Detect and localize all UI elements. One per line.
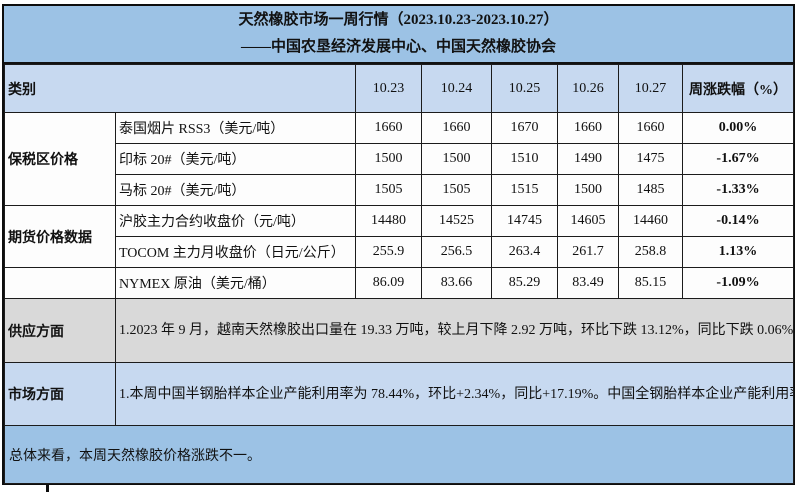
table-row: TOCOM 主力月收盘价（日元/公斤） 255.9 256.5 263.4 26… — [5, 236, 794, 268]
weekly-change-cell: 0.00% — [682, 112, 794, 144]
value-cell: 85.29 — [491, 267, 558, 299]
price-table: 类别 10.23 10.24 10.25 10.26 10.27 周涨跌幅（%）… — [4, 64, 794, 484]
table-row: 印标 20#（美元/吨） 1500 1500 1510 1490 1475 -1… — [5, 143, 794, 175]
item-label: 马标 20#（美元/吨） — [115, 174, 356, 206]
market-section-row: 市场方面 1.本周中国半钢胎样本企业产能利用率为 78.44%，环比+2.34%… — [4, 362, 794, 426]
value-cell: 261.7 — [557, 236, 619, 268]
table-row: 期货价格数据 沪胶主力合约收盘价（元/吨） 14480 14525 14745 … — [4, 205, 794, 268]
weekly-change-cell: -0.14% — [682, 205, 794, 237]
value-cell: 86.09 — [355, 267, 422, 299]
value-cell: 14525 — [421, 205, 492, 237]
value-cell: 1660 — [355, 112, 422, 144]
market-section-label: 市场方面 — [4, 362, 116, 426]
page-edge-tick-mark — [46, 485, 49, 492]
value-cell: 83.66 — [421, 267, 492, 299]
date-header-cell: 10.26 — [557, 64, 619, 113]
item-label: 沪胶主力合约收盘价（元/吨） — [115, 205, 356, 237]
overall-summary-row: 总体来看，本周天然橡胶价格涨跌不一。 — [4, 425, 794, 484]
value-cell: 1660 — [557, 112, 619, 144]
item-label: NYMEX 原油（美元/桶） — [115, 267, 356, 299]
value-cell: 1660 — [618, 112, 683, 144]
value-cell: 1510 — [491, 143, 558, 175]
report-title-line2: ——中国农垦经济发展中心、中国天然橡胶协会 — [240, 39, 556, 55]
value-cell: 14460 — [618, 205, 683, 237]
table-row: 马标 20#（美元/吨） 1505 1505 1515 1500 1485 -1… — [5, 174, 794, 206]
value-cell: 1515 — [491, 174, 558, 206]
value-cell: 256.5 — [421, 236, 492, 268]
item-label: 印标 20#（美元/吨） — [115, 143, 356, 175]
empty-group-cell — [4, 267, 116, 299]
weekly-change-cell: -1.33% — [682, 174, 794, 206]
item-label: TOCOM 主力月收盘价（日元/公斤） — [115, 236, 356, 268]
value-cell: 1475 — [618, 143, 683, 175]
group-label-bonded-area: 保税区价格 — [4, 112, 116, 206]
value-cell: 1490 — [557, 143, 619, 175]
weekly-change-cell: 1.13% — [682, 236, 794, 268]
date-header-cell: 10.25 — [491, 64, 558, 113]
value-cell: 1505 — [421, 174, 492, 206]
report-title-block: 天然橡胶市场一周行情（2023.10.23-2023.10.27） ——中国农垦… — [4, 6, 793, 64]
rubber-market-weekly-report: 天然橡胶市场一周行情（2023.10.23-2023.10.27） ——中国农垦… — [2, 4, 795, 485]
value-cell: 1485 — [618, 174, 683, 206]
weekly-change-cell: -1.09% — [682, 267, 794, 299]
value-cell: 85.15 — [618, 267, 683, 299]
overall-summary-text: 总体来看，本周天然橡胶价格涨跌不一。 — [4, 425, 794, 484]
date-header-cell: 10.24 — [421, 64, 492, 113]
value-cell: 14745 — [491, 205, 558, 237]
date-header-cell: 10.27 — [618, 64, 683, 113]
supply-section-label: 供应方面 — [4, 298, 116, 363]
value-cell: 14605 — [557, 205, 619, 237]
supply-section-row: 供应方面 1.2023 年 9 月，越南天然橡胶出口量在 19.33 万吨，较上… — [4, 298, 794, 363]
market-section-text: 1.本周中国半钢胎样本企业产能利用率为 78.44%，环比+2.34%，同比+1… — [115, 362, 794, 426]
value-cell: 1500 — [421, 143, 492, 175]
table-row: 保税区价格 泰国烟片 RSS3（美元/吨） 1660 1660 1670 166… — [4, 112, 794, 206]
value-cell: 14480 — [355, 205, 422, 237]
value-cell: 83.49 — [557, 267, 619, 299]
item-label: 泰国烟片 RSS3（美元/吨） — [115, 112, 356, 144]
value-cell: 1660 — [421, 112, 492, 144]
supply-section-text: 1.2023 年 9 月，越南天然橡胶出口量在 19.33 万吨，较上月下降 2… — [115, 298, 794, 363]
value-cell: 263.4 — [491, 236, 558, 268]
table-row: NYMEX 原油（美元/桶） 86.09 83.66 85.29 83.49 8… — [4, 267, 794, 299]
value-cell: 1500 — [557, 174, 619, 206]
change-header-cell: 周涨跌幅（%） — [682, 64, 794, 113]
weekly-change-cell: -1.67% — [682, 143, 794, 175]
category-header-cell: 类别 — [4, 64, 356, 113]
value-cell: 255.9 — [355, 236, 422, 268]
report-title-line1: 天然橡胶市场一周行情（2023.10.23-2023.10.27） — [238, 12, 559, 28]
table-header-row: 类别 10.23 10.24 10.25 10.26 10.27 周涨跌幅（%） — [4, 64, 794, 113]
group-label-futures: 期货价格数据 — [4, 205, 116, 268]
value-cell: 1505 — [355, 174, 422, 206]
date-header-cell: 10.23 — [355, 64, 422, 113]
value-cell: 1500 — [355, 143, 422, 175]
value-cell: 1670 — [491, 112, 558, 144]
value-cell: 258.8 — [618, 236, 683, 268]
